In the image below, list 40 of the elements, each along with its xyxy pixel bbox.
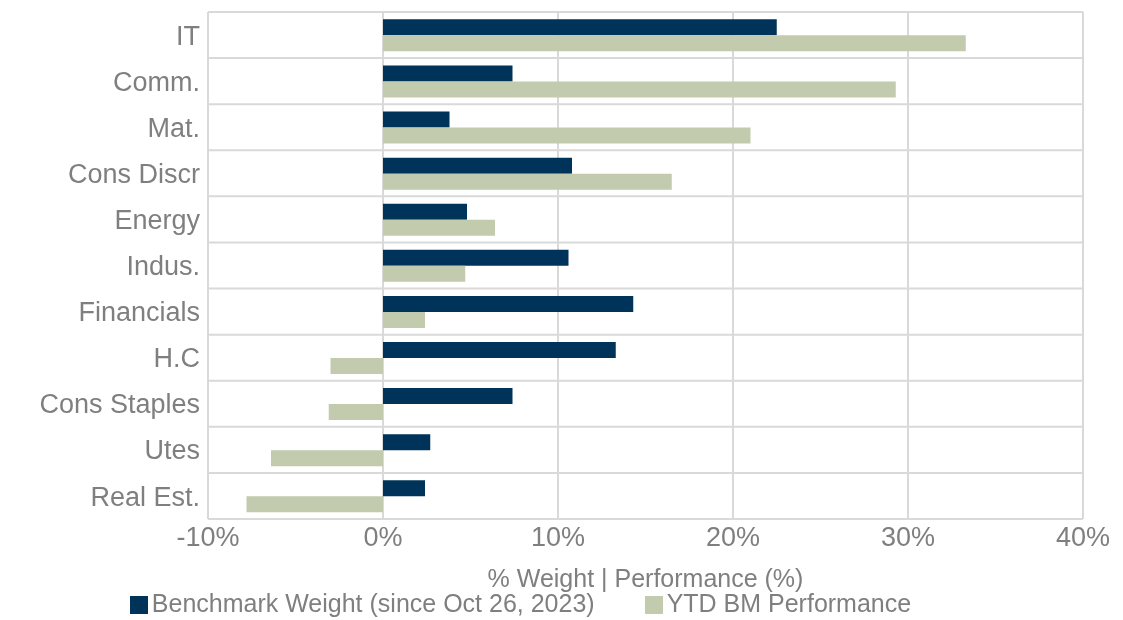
bar [328, 404, 383, 421]
bar [383, 203, 467, 220]
x-axis-title: % Weight | Performance (%) [487, 564, 804, 592]
bar [383, 19, 777, 36]
y-tick-label: Utes [144, 435, 200, 466]
x-tick-label: 20% [705, 522, 761, 553]
y-tick-label: Cons Discr [67, 158, 200, 189]
x-tick-label: -10% [176, 522, 240, 553]
bar [383, 35, 966, 52]
x-tick-label: 30% [880, 522, 936, 553]
bar [383, 295, 634, 312]
bar [383, 65, 513, 82]
x-tick-label: 40% [1055, 522, 1111, 553]
y-tick-label: IT [176, 20, 200, 51]
bar [383, 388, 513, 405]
bar [383, 81, 896, 98]
y-tick-label: H.C [153, 343, 200, 374]
y-tick-label: Indus. [126, 251, 200, 282]
bar [383, 219, 495, 236]
y-tick-label: Mat. [147, 112, 200, 143]
bar [330, 358, 383, 375]
bar [383, 480, 425, 497]
bar [383, 342, 616, 359]
y-tick-label: Financials [78, 297, 200, 328]
bar [271, 450, 383, 467]
y-tick-label: Cons Staples [39, 389, 200, 420]
bar [246, 496, 383, 513]
y-tick-label: Comm. [113, 66, 200, 97]
x-tick-label: 10% [530, 522, 586, 553]
bar [383, 127, 751, 144]
bar [383, 173, 672, 190]
y-tick-label: Energy [114, 204, 201, 235]
bar [383, 157, 572, 174]
bar [383, 434, 431, 451]
bar [383, 111, 450, 128]
bar [383, 311, 425, 328]
bar [383, 249, 569, 266]
y-tick-label: Real Est. [90, 481, 200, 512]
bar [383, 265, 466, 282]
x-tick-label: 0% [363, 522, 403, 553]
